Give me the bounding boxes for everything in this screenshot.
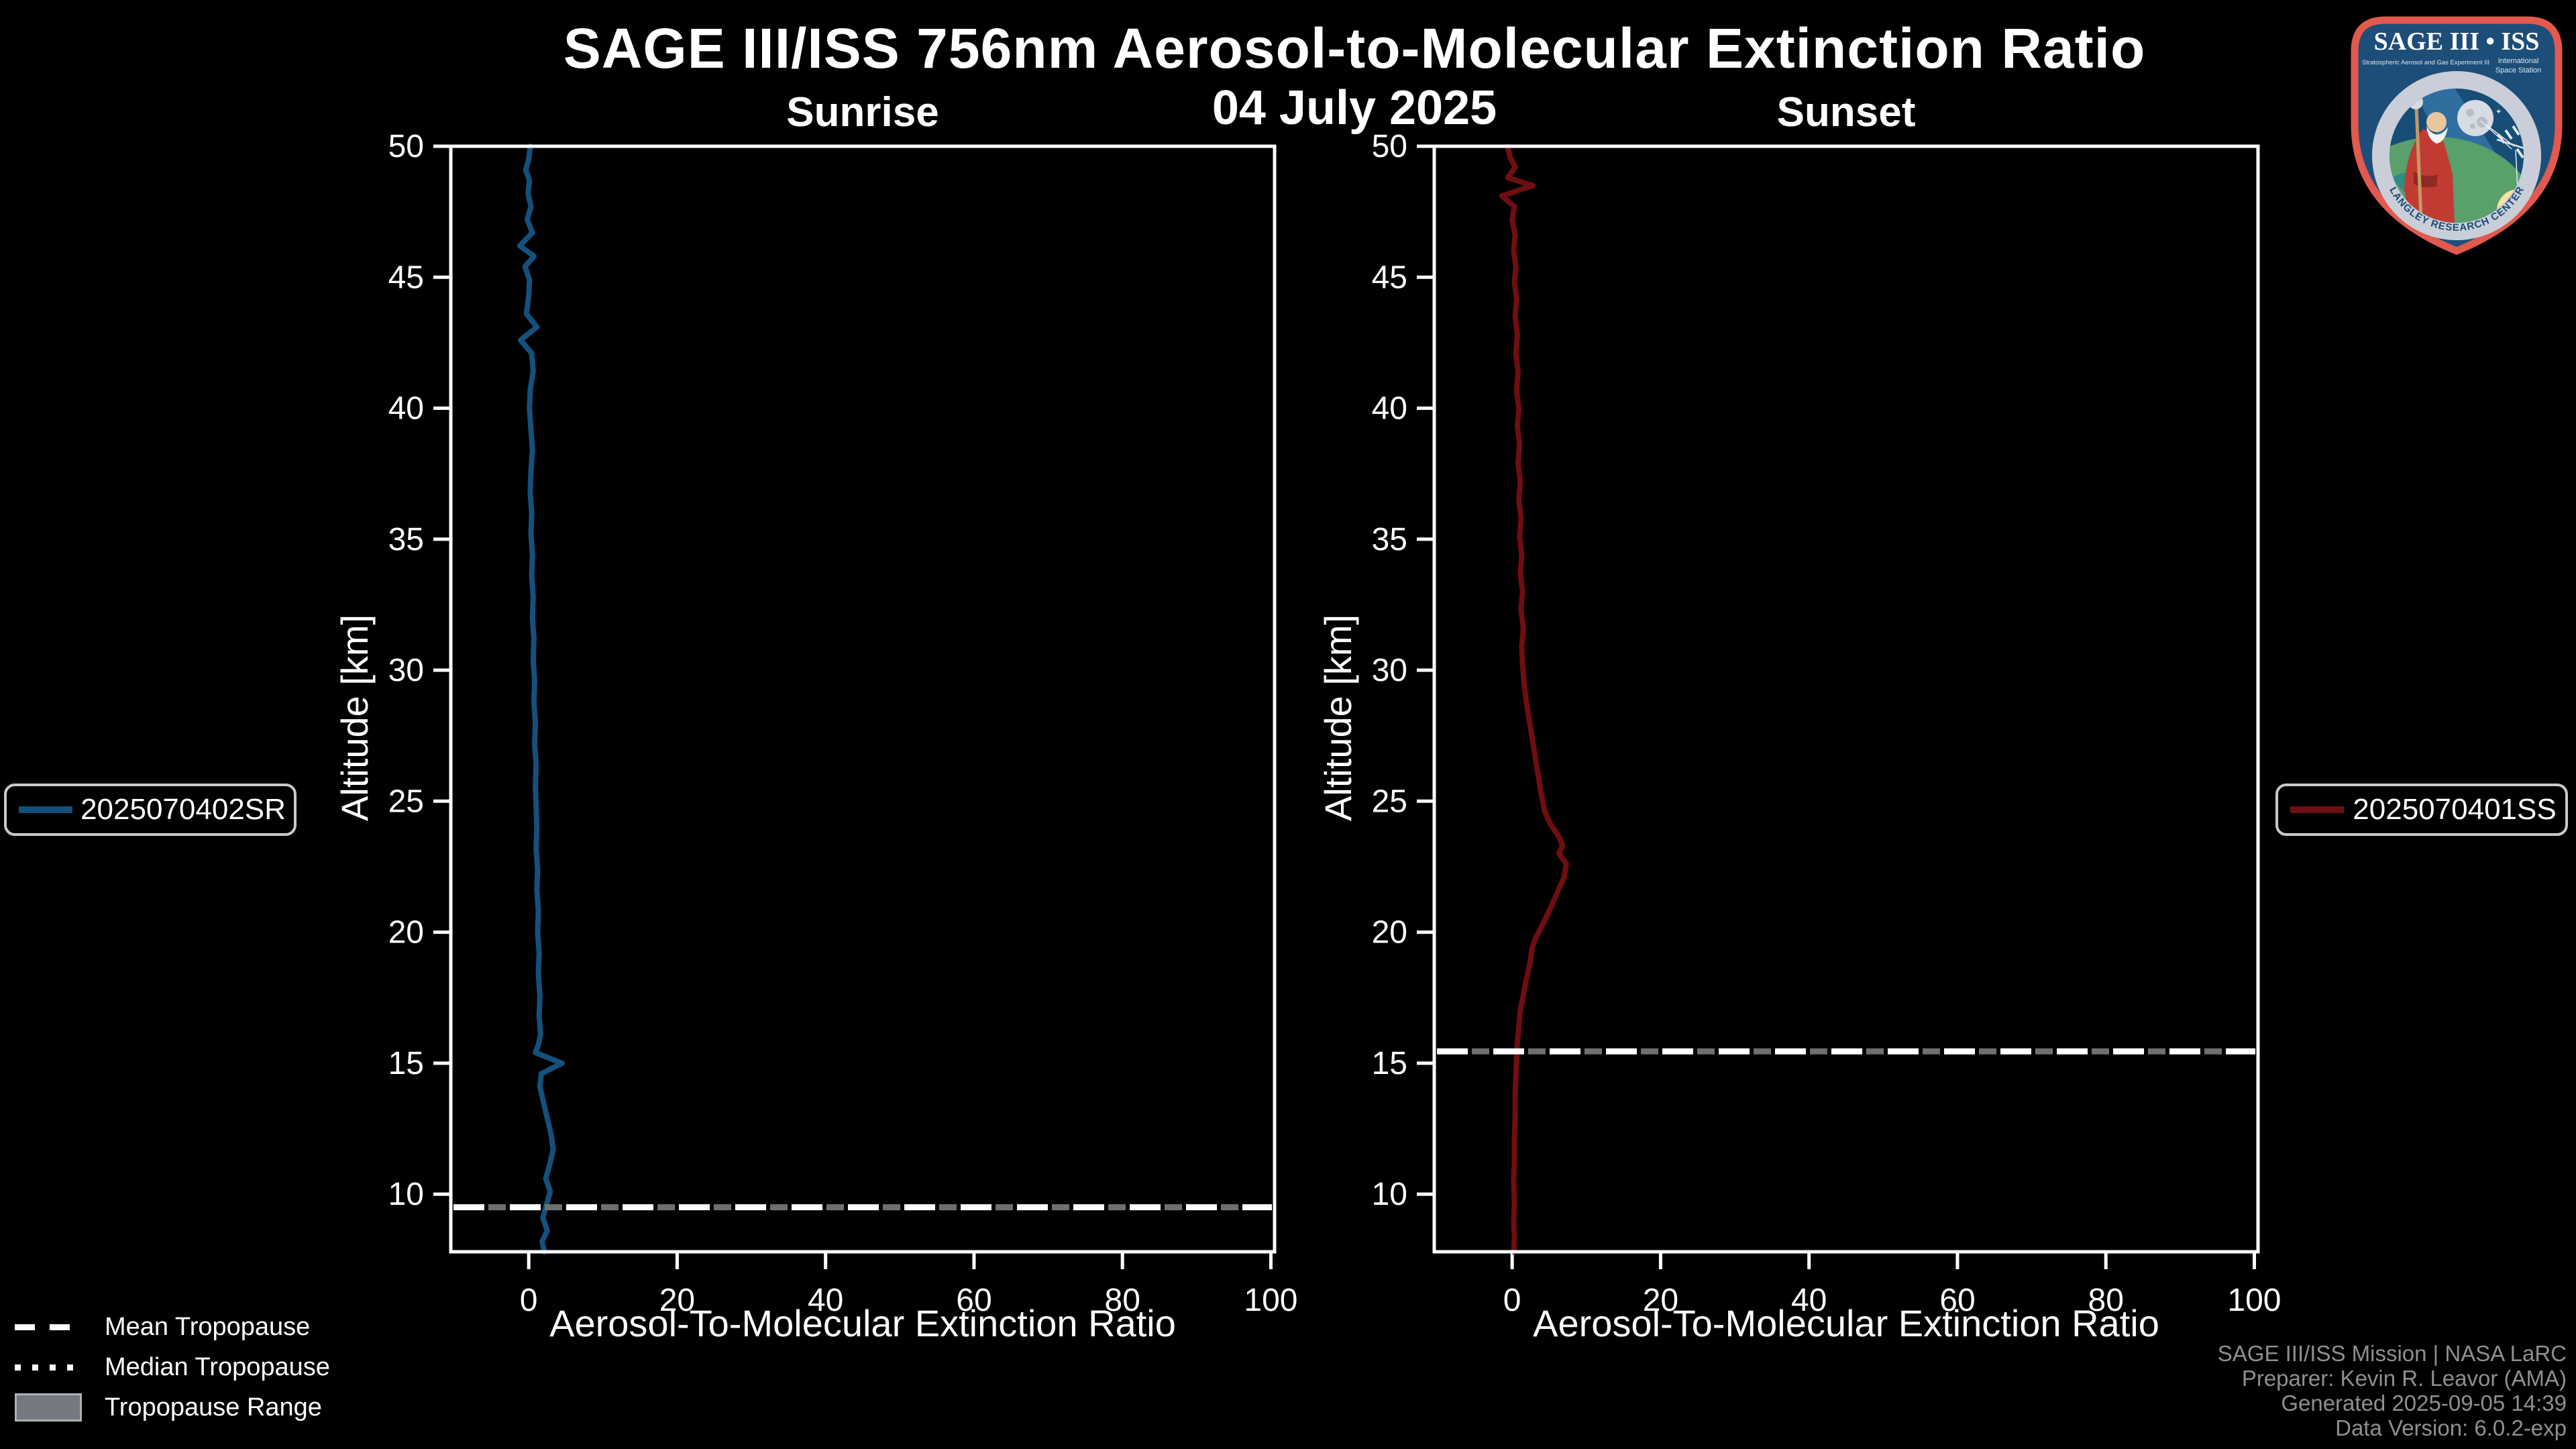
page-title: SAGE III/ISS 756nm Aerosol-to-Molecular … bbox=[563, 17, 2146, 80]
y-tick-label-sunrise: 30 bbox=[388, 653, 424, 688]
sunset-panel-title: Sunset bbox=[1776, 89, 1916, 136]
y-tick-label-sunrise: 10 bbox=[388, 1177, 424, 1212]
logo-earth bbox=[2390, 137, 2524, 223]
legend-sunrise: 2025070402SR bbox=[4, 784, 297, 836]
y-tick-label-sunrise: 15 bbox=[388, 1046, 424, 1081]
logo-iss bbox=[2496, 125, 2524, 159]
y-tick-label-sunset: 30 bbox=[1372, 653, 1407, 688]
logo-subtitle-left: Stratospheric Aerosol and Gas Experiment… bbox=[2362, 59, 2489, 66]
logo-moon bbox=[2457, 100, 2493, 136]
credit-generated: Generated 2025-09-05 14:39 bbox=[2281, 1390, 2567, 1415]
sunrise-legend-label: 2025070402SR bbox=[80, 793, 286, 826]
legend-sunset: 2025070401SS bbox=[2275, 784, 2568, 836]
tropopause-range-sample bbox=[15, 1393, 82, 1421]
x-tick-label-sunrise: 40 bbox=[808, 1283, 843, 1318]
tropopause-range-label: Tropopause Range bbox=[105, 1393, 322, 1421]
logo-moon-crater-3 bbox=[2470, 123, 2475, 129]
tropopause-range-legend-item: Tropopause Range bbox=[15, 1387, 330, 1428]
y-tick-label-sunrise: 20 bbox=[388, 915, 424, 951]
credit-data-version: Data Version: 6.0.2-exp bbox=[2335, 1415, 2567, 1440]
y-tick-label-sunrise: 50 bbox=[388, 129, 424, 164]
y-axis-label-sunrise: Altitude [km] bbox=[333, 614, 376, 822]
y-tick-label-sunset: 20 bbox=[1372, 915, 1407, 951]
x-tick-label-sunset: 60 bbox=[1939, 1283, 1975, 1318]
y-axis-label-sunset: Altitude [km] bbox=[1317, 614, 1359, 822]
x-tick-label-sunrise: 60 bbox=[956, 1283, 991, 1318]
sunrise-panel-title: Sunrise bbox=[786, 89, 939, 136]
credit-mission: SAGE III/ISS Mission | NASA LaRC bbox=[2217, 1341, 2567, 1366]
x-tick-label-sunset: 80 bbox=[2088, 1283, 2124, 1318]
x-tick-label-sunrise: 0 bbox=[520, 1283, 538, 1318]
y-tick-label-sunset: 50 bbox=[1372, 129, 1407, 164]
x-tick-label-sunrise: 20 bbox=[659, 1283, 695, 1318]
sunset-line-swatch bbox=[2290, 806, 2344, 813]
sunrise-profile-line bbox=[517, 144, 565, 1254]
date-subtitle: 04 July 2025 bbox=[1212, 81, 1497, 135]
x-axis-label-sunrise: Aerosol-To-Molecular Extinction Ratio bbox=[549, 1302, 1176, 1344]
y-tick-label-sunset: 45 bbox=[1372, 260, 1407, 295]
y-tick-label-sunrise: 25 bbox=[388, 784, 424, 819]
x-axis-label-sunset: Aerosol-To-Molecular Extinction Ratio bbox=[1533, 1302, 2159, 1344]
sage-iss-patch: SAGE III • ISS Stratospheric Aerosol and… bbox=[2340, 1, 2563, 255]
mission-logo: SAGE III • ISS Stratospheric Aerosol and… bbox=[2340, 1, 2569, 262]
mean-tropopause-dash-sample bbox=[15, 1324, 82, 1330]
tropopause-legend: Mean Tropopause Median Tropopause Tropop… bbox=[15, 1307, 330, 1428]
y-tick-label-sunset: 25 bbox=[1372, 784, 1407, 819]
x-tick-label-sunset: 40 bbox=[1791, 1283, 1827, 1318]
credits-block: SAGE III/ISS Mission | NASA LaRC Prepare… bbox=[2217, 1341, 2567, 1441]
y-tick-label-sunset: 10 bbox=[1372, 1177, 1407, 1212]
sunrise-line-swatch bbox=[19, 806, 72, 813]
y-tick-label-sunrise: 35 bbox=[388, 522, 424, 557]
logo-subtitle-right-2: Space Station bbox=[2496, 66, 2542, 74]
y-tick-label-sunrise: 45 bbox=[388, 260, 424, 295]
x-tick-label-sunset: 100 bbox=[2227, 1283, 2281, 1318]
median-tropopause-legend-item: Median Tropopause bbox=[15, 1347, 330, 1387]
mean-tropopause-legend-item: Mean Tropopause bbox=[15, 1307, 330, 1347]
x-tick-label-sunrise: 100 bbox=[1244, 1283, 1297, 1318]
y-tick-label-sunset: 35 bbox=[1372, 522, 1407, 557]
mean-tropopause-label: Mean Tropopause bbox=[105, 1312, 311, 1341]
x-tick-label-sunset: 20 bbox=[1643, 1283, 1678, 1318]
logo-moon-crater-1 bbox=[2466, 109, 2474, 117]
panel-frame-sunset bbox=[1432, 144, 2260, 1254]
x-tick-label-sunrise: 80 bbox=[1105, 1283, 1140, 1318]
y-tick-label-sunrise: 40 bbox=[388, 391, 424, 427]
sunset-profile-line bbox=[1499, 144, 1569, 1254]
svg-text:✦: ✦ bbox=[2496, 108, 2502, 116]
logo-subtitle-right-1: International bbox=[2498, 57, 2539, 65]
median-tropopause-dot-sample bbox=[15, 1364, 82, 1371]
y-tick-label-sunset: 40 bbox=[1372, 391, 1407, 427]
x-tick-label-sunset: 0 bbox=[1503, 1283, 1521, 1318]
y-tick-label-sunset: 15 bbox=[1372, 1046, 1407, 1081]
panel-frame-sunrise bbox=[449, 144, 1277, 1254]
credit-preparer: Preparer: Kevin R. Leavor (AMA) bbox=[2241, 1365, 2567, 1391]
sunset-legend-label: 2025070401SS bbox=[2353, 793, 2557, 826]
median-tropopause-label: Median Tropopause bbox=[105, 1352, 330, 1381]
logo-title: SAGE III • ISS bbox=[2374, 28, 2540, 56]
